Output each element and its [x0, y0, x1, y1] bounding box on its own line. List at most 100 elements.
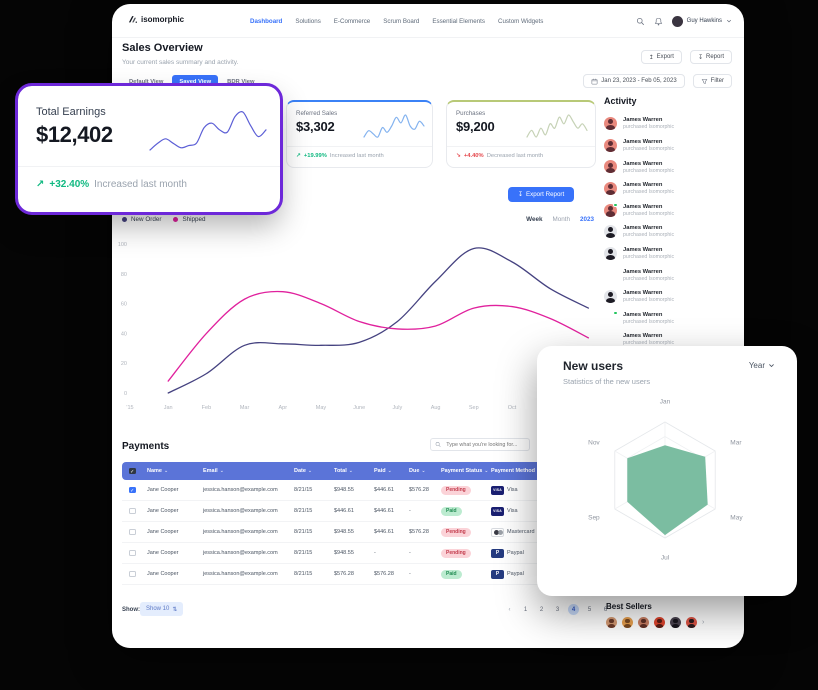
select-all-checkbox[interactable]: ✓ [129, 467, 136, 475]
divider [287, 146, 432, 147]
page-5[interactable]: 5 [587, 606, 592, 613]
page-3[interactable]: 3 [555, 606, 560, 613]
status-badge: Paid [441, 569, 462, 579]
activity-item[interactable]: James Warren purchased Isomorphic [604, 178, 736, 200]
page-size-select[interactable]: Show 10 ⇅ [140, 602, 184, 616]
page-6[interactable]: 6 [603, 606, 608, 613]
activity-item[interactable]: AB James Warren purchased Isomorphic [604, 264, 736, 286]
best-seller-avatar[interactable] [638, 617, 649, 628]
best-seller-avatar[interactable] [670, 617, 681, 628]
avatar [604, 246, 617, 260]
cell-total: $576.28 [334, 571, 354, 577]
page-4[interactable]: 4 [568, 604, 579, 615]
sort-icon: ⌄ [387, 468, 392, 474]
range-tab-month[interactable]: Month [552, 216, 570, 223]
cell-method: VISA Visa [491, 485, 728, 495]
bell-icon[interactable] [654, 17, 663, 26]
column-header-total[interactable]: Total ⌄ [334, 468, 374, 474]
column-header-email[interactable]: Email ⌄ [203, 468, 294, 474]
svg-text:May: May [316, 405, 327, 411]
prev-page-button[interactable]: ‹ [508, 606, 511, 613]
activity-item[interactable]: James Warren purchased Isomorphic [604, 135, 736, 157]
column-header-payment-status[interactable]: Payment Status ⌄ [441, 468, 491, 474]
activity-name: James Warren [623, 203, 663, 210]
activity-name: James Warren [623, 290, 663, 297]
report-button[interactable]: ↧ Report [689, 50, 732, 64]
activity-item[interactable]: AB James Warren purchased Isomorphic [604, 307, 736, 329]
stat-card-total-earnings[interactable]: Total Earnings $12,402 ↗ +32.40% Increas… [15, 83, 283, 215]
nav-item-scrum-board[interactable]: Scrum Board [383, 17, 420, 25]
best-seller-avatar[interactable] [654, 617, 665, 628]
show-label: Show: [122, 607, 140, 613]
view-tab-default-view[interactable]: Default View [129, 79, 164, 85]
stat-label: Purchases [456, 110, 486, 117]
nav-item-custom-widgets[interactable]: Custom Widgets [497, 17, 544, 25]
activity-item[interactable]: James Warren purchased Isomorphic [604, 221, 736, 243]
nav-item-dashboard[interactable]: Dashboard [250, 17, 283, 25]
export-button[interactable]: ↥ Export [640, 50, 682, 64]
logo[interactable]: isomorphic [128, 15, 184, 24]
next-page-button[interactable]: › [620, 606, 623, 613]
page-2[interactable]: 2 [539, 606, 544, 613]
avatar-initials: AB [607, 315, 614, 321]
upload-icon: ↥ [648, 54, 654, 61]
export-report-button[interactable]: ↧ Export Report [508, 187, 574, 202]
table-row[interactable]: Jane Cooper jessica.hanson@example.com 8/2… [122, 564, 728, 585]
avatar [671, 15, 683, 27]
cell-name: Jane Cooper [147, 508, 179, 514]
table-row[interactable]: Jane Cooper jessica.hanson@example.com 8/2… [122, 522, 728, 543]
column-header-name[interactable]: Name ⌄ [147, 468, 203, 474]
activity-item[interactable]: James Warren purchased Isomorphic [604, 199, 736, 221]
activity-item[interactable]: AB James Warren purchased Isomorphic [604, 329, 736, 351]
column-header-date[interactable]: Date ⌄ [294, 468, 334, 474]
avatar-initials: AB [607, 337, 614, 343]
svg-text:July: July [393, 405, 403, 411]
user-menu[interactable]: Guy Hawkins [671, 15, 732, 27]
date-range-picker[interactable]: Jan 23, 2023 - Feb 05, 2023 [583, 74, 685, 88]
activity-item[interactable]: James Warren purchased Isomorphic [604, 156, 736, 178]
nav-item-e-commerce[interactable]: E-Commerce [333, 17, 371, 25]
row-checkbox[interactable]: ✓ [129, 486, 136, 494]
legend-label: New Order [131, 216, 162, 223]
stat-card-referred-sales[interactable]: Referred Sales $3,302 ↗ +19.99% Increase… [286, 100, 433, 168]
cell-email: jessica.hanson@example.com [203, 508, 278, 514]
cell-paid: $446.61 [374, 508, 394, 514]
row-checkbox[interactable] [129, 570, 136, 578]
svg-text:June: June [353, 405, 365, 411]
period-select[interactable]: Year [749, 361, 775, 370]
activity-name: James Warren [623, 182, 663, 189]
best-seller-avatar[interactable] [622, 617, 633, 628]
nav-item-essential-elements[interactable]: Essential Elements [432, 17, 485, 25]
search-icon[interactable] [636, 17, 645, 26]
table-row[interactable]: Jane Cooper jessica.hanson@example.com 8/2… [122, 543, 728, 564]
table-row[interactable]: Jane Cooper jessica.hanson@example.com 8/2… [122, 501, 728, 522]
nav-item-solutions[interactable]: Solutions [295, 17, 321, 25]
chevron-right-icon[interactable]: › [702, 619, 705, 626]
view-tab-bdr-view[interactable]: BDR View [227, 79, 255, 85]
range-tab-2023[interactable]: 2023 [579, 216, 594, 223]
row-checkbox[interactable] [129, 528, 136, 536]
filter-button[interactable]: Filter [692, 74, 732, 88]
payments-search-input[interactable] [444, 440, 525, 449]
best-seller-avatar[interactable] [606, 617, 617, 628]
column-header-due[interactable]: Due ⌄ [409, 468, 441, 474]
cell-name: Jane Cooper [147, 529, 179, 535]
activity-item[interactable]: James Warren purchased Isomorphic [604, 286, 736, 308]
cell-paid: $446.61 [374, 487, 394, 493]
column-header-paid[interactable]: Paid ⌄ [374, 468, 409, 474]
stat-card-purchases[interactable]: Purchases $9,200 ↘ +4.40% Decreased last… [446, 100, 596, 168]
activity-action: purchased Isomorphic [623, 189, 675, 196]
header-buttons: ↥ Export ↧ Report [640, 50, 732, 64]
svg-text:Jul: Jul [661, 554, 670, 561]
row-checkbox[interactable] [129, 549, 136, 557]
trend-up-icon: ↗ [36, 179, 45, 190]
best-seller-avatar[interactable] [686, 617, 697, 628]
row-checkbox[interactable] [129, 507, 136, 515]
page-1[interactable]: 1 [523, 606, 528, 613]
table-row[interactable]: ✓ Jane Cooper jessica.hanson@example.com 8/… [122, 480, 728, 501]
user-name: Guy Hawkins [686, 18, 722, 24]
range-tab-week[interactable]: Week [526, 216, 543, 223]
payments-search[interactable] [430, 438, 530, 451]
activity-item[interactable]: James Warren purchased Isomorphic [604, 243, 736, 265]
activity-item[interactable]: James Warren purchased Isomorphic [604, 113, 736, 135]
